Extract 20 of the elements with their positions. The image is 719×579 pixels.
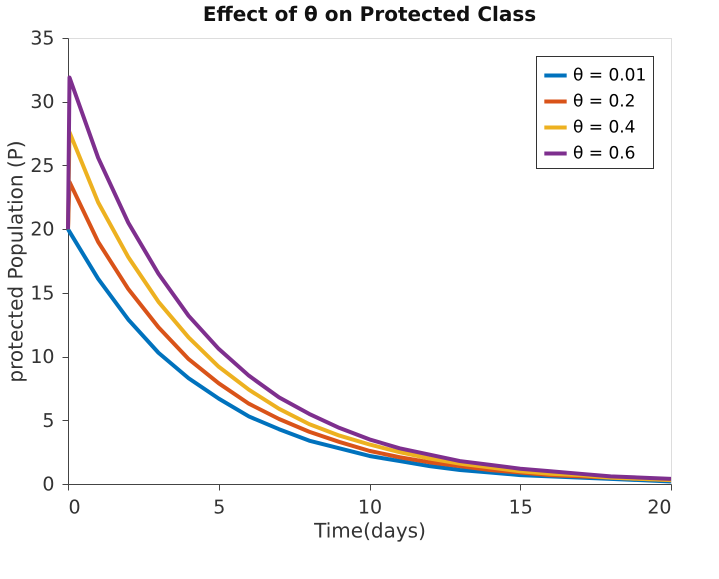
y-tick-label: 0 — [42, 474, 54, 496]
legend-label: θ = 0.01 — [573, 66, 646, 86]
y-tick-label: 10 — [30, 346, 54, 368]
chart-title: Effect of θ on Protected Class — [202, 2, 536, 26]
y-tick-label: 25 — [30, 154, 54, 177]
y-axis-title: protected Population (P) — [3, 140, 28, 383]
y-tick-label: 30 — [30, 91, 54, 114]
x-tick-label: 15 — [508, 496, 533, 518]
x-tick-label: 0 — [68, 496, 81, 518]
y-tick-label: 5 — [42, 410, 54, 432]
legend-label: θ = 0.6 — [573, 144, 636, 164]
y-tick-label: 20 — [30, 218, 54, 241]
x-tick-label: 20 — [647, 496, 672, 518]
legend-label: θ = 0.4 — [573, 118, 636, 138]
x-axis-title: Time(days) — [313, 518, 426, 542]
x-tick-label: 10 — [358, 496, 382, 518]
y-tick-label: 15 — [30, 282, 54, 304]
legend-label: θ = 0.2 — [573, 92, 636, 112]
y-tick-label: 35 — [30, 28, 54, 50]
x-tick-label: 5 — [213, 496, 226, 518]
